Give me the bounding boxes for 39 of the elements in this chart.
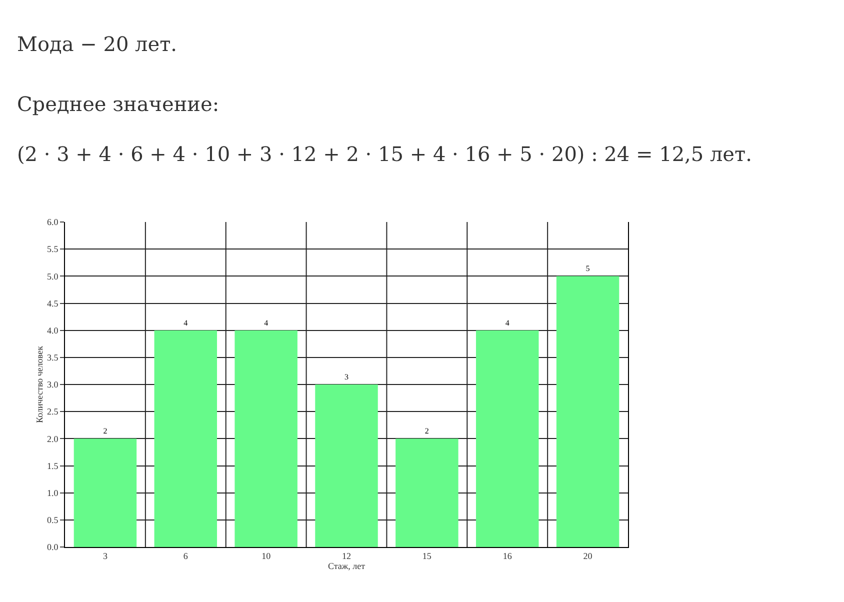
x-tick-label: 12 (342, 550, 351, 561)
y-tick-label: 6.0 (46, 217, 59, 228)
x-tick-label: 10 (262, 550, 272, 561)
y-tick-label: 3.0 (46, 380, 59, 390)
text: Среднее значение: (17, 92, 220, 116)
y-tick-label: 0.5 (46, 515, 59, 526)
x-axis-title: Стаж, лет (328, 560, 366, 571)
y-tick-label: 5.0 (46, 271, 59, 282)
text: Мода − 20 лет. (17, 32, 177, 56)
y-tick-label: 5.5 (46, 244, 59, 254)
bar (234, 330, 298, 547)
bar (556, 276, 620, 547)
text: (2 · 3 + 4 · 6 + 4 · 10 + 3 · 12 + 2 · 15 + 4 · 16 + 5 · 20) : 24 = 12,5 лет. (17, 142, 752, 166)
bar (396, 438, 458, 547)
x-tick-label: 20 (583, 550, 593, 561)
y-tick-label: 3.5 (46, 352, 59, 363)
y-tick-label: 4.5 (46, 298, 59, 308)
x-tick-label: 3 (102, 550, 108, 561)
data-label: 4 (505, 318, 510, 328)
bar (476, 330, 539, 547)
data-label: 2 (424, 426, 429, 436)
x-tick-label: 16 (502, 550, 512, 561)
y-tick-label: 4.0 (46, 325, 59, 336)
x-tick-label: 6 (183, 550, 188, 561)
y-tick-label: 2.5 (46, 406, 59, 417)
y-tick-label: 1.5 (46, 460, 59, 471)
y-tick-label: 0.0 (46, 542, 59, 552)
data-label: 4 (264, 318, 268, 328)
data-label: 2 (103, 426, 108, 436)
bar (315, 384, 378, 547)
y-tick-label: 2.0 (46, 434, 59, 444)
bar (154, 330, 218, 547)
y-axis-title: Количество человек (34, 345, 44, 423)
y-tick-label: 1.0 (46, 488, 59, 498)
data-label: 4 (184, 318, 188, 328)
data-label: 5 (586, 264, 590, 274)
x-tick-label: 15 (422, 550, 432, 561)
bar (74, 438, 137, 547)
data-label: 3 (344, 372, 348, 382)
